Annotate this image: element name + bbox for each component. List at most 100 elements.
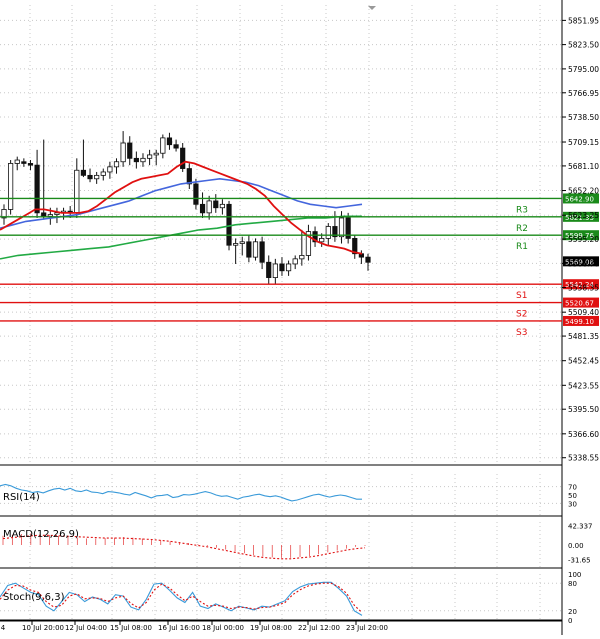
level-price-text: 5499.10 [565,318,594,326]
level-label-s1: S1 [516,291,527,301]
grid [0,0,563,635]
candle-body [365,256,371,263]
y-tick-label: 5366.60 [568,430,599,439]
x-tick-label: 19 Jul 08:00 [250,624,292,632]
candle-body [206,200,212,214]
y-tick-label: 5681.10 [568,162,599,171]
y-tick-label: 20 [568,608,577,616]
level-price-text: 5642.90 [565,195,594,203]
level-price-box [563,230,599,241]
macd-label: MACD(12,26,9) [3,529,79,540]
chart-shift-marker [368,6,376,10]
candle-body [166,137,173,146]
x-tick-label: 23 Jul 20:00 [346,624,388,632]
y-tick-label: 5538.35 [568,284,599,293]
candle-body [146,154,153,159]
candle-body [272,263,278,278]
candle-body [21,161,27,164]
x-tick-label: 12 Jul 04:00 [65,624,107,632]
stoch-label: Stoch(9,6,3) [3,592,65,603]
y-tick-label: 100 [568,571,581,579]
x-tick-label: 15 Jul 08:00 [110,624,152,632]
candle-body [74,169,80,214]
rsi-line [0,483,362,502]
y-tick-label: 5823.50 [568,41,599,50]
candle-body [8,163,14,210]
rsi-panel: RSI(14) [0,483,562,504]
candle-body [239,241,245,244]
level-price-text: 5599.76 [565,232,594,240]
candle-body [180,147,186,169]
x-tick-label: 10 Jul 20:00 [22,624,64,632]
candle-body [233,243,239,246]
candle-body [199,203,206,214]
ma-fast-line [0,160,363,255]
y-tick-label: 5395.50 [568,405,599,414]
macd-panel: MACD(12,26,9) [2,529,366,560]
candle-body [352,238,358,255]
stoch-k-line [0,581,363,616]
candle-body [41,212,47,217]
macd-signal-line [2,534,366,560]
x-tick-label: 16 Jul 16:00 [158,624,200,632]
y-tick-label: 42.337 [568,523,593,531]
candle-body [305,231,312,256]
candle-body [312,231,318,243]
y-tick-label: 5851.95 [568,16,599,25]
level-price-text: 5542.24 [565,281,594,289]
level-label-s3: S3 [516,328,527,338]
candle-body [219,203,225,209]
y-tick-label: 5738.50 [568,113,599,122]
y-tick-label: 5481.35 [568,332,599,341]
candle-body [54,212,60,215]
candle-body [259,241,265,263]
candle-body [285,263,292,272]
y-tick-label: 50 [568,492,577,500]
axes: 5851.95 5823.50 5795.00 5766.95 5738.50 5709.… [0,16,599,632]
candle-body [27,163,34,166]
candle-body [107,166,113,173]
level-price-box [563,297,599,308]
y-tick-label: 70 [568,484,577,492]
y-tick-label: 5652.20 [568,187,599,196]
level-label-s2: S2 [516,310,527,320]
candle-body [133,157,139,163]
candle-body [299,255,305,260]
candle-body [332,226,338,238]
level-price-box [563,193,599,204]
candle-body [87,174,93,180]
level-price-box [563,211,599,222]
candle-body [1,209,7,219]
candle-body [140,157,146,163]
y-tick-label: 80 [568,580,577,588]
y-tick-label: 5566.70 [568,259,599,268]
y-tick-label: 0 [568,617,572,625]
candle-body [113,161,120,168]
x-tick-label: 18 Jul 00:00 [202,624,244,632]
rsi-label: RSI(14) [3,492,40,503]
level-price-text: 5520.67 [565,300,594,308]
candle-body [252,241,259,258]
candle-body [226,203,232,246]
last-price-box [563,256,599,267]
candle-body [345,217,351,239]
level-label-r1: R1 [516,242,528,252]
candle-body [127,142,133,159]
y-tick-label: 30 [568,500,577,508]
price-panel [0,131,371,285]
candle-body [80,169,87,176]
y-tick-label: 5509.40 [568,308,599,317]
candle-body [94,174,100,180]
level-label-r2: R2 [516,224,528,234]
candle-body [153,152,159,156]
candle-body [246,241,252,258]
candle-body [47,214,53,217]
candle-body [34,164,40,214]
level-price-box [563,315,599,326]
candle-body [338,217,345,238]
stoch-panel: Stoch(9,6,3) [0,581,562,616]
y-tick-label: 5766.95 [568,89,599,98]
y-tick-label: 5795.00 [568,65,599,74]
candle-body [325,226,331,239]
y-tick-label: 5452.45 [568,357,599,366]
